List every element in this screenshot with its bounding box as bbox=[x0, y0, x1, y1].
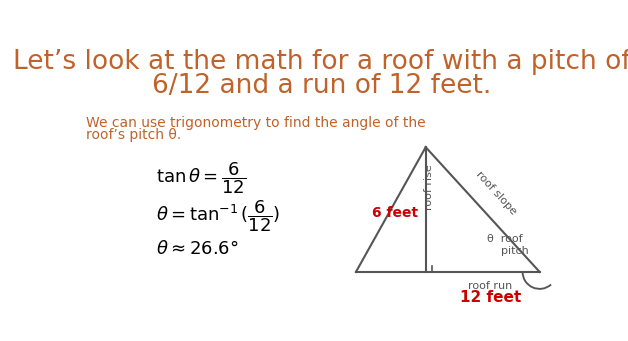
Text: 12 feet: 12 feet bbox=[460, 291, 521, 306]
Text: 6/12 and a run of 12 feet.: 6/12 and a run of 12 feet. bbox=[152, 73, 492, 99]
Text: θ  roof
    pitch: θ roof pitch bbox=[487, 234, 529, 256]
Text: We can use trigonometry to find the angle of the: We can use trigonometry to find the angl… bbox=[86, 116, 426, 130]
Text: $\tan\theta = \dfrac{6}{12}$: $\tan\theta = \dfrac{6}{12}$ bbox=[156, 160, 246, 196]
Text: roof’s pitch θ.: roof’s pitch θ. bbox=[86, 128, 181, 142]
Text: Let’s look at the math for a roof with a pitch of: Let’s look at the math for a roof with a… bbox=[13, 49, 628, 75]
Text: $\theta = \tan^{-1}(\dfrac{6}{12})$: $\theta = \tan^{-1}(\dfrac{6}{12})$ bbox=[156, 199, 281, 234]
Text: 6 feet: 6 feet bbox=[372, 206, 418, 220]
Text: roof slope: roof slope bbox=[475, 169, 519, 216]
Text: roof run: roof run bbox=[468, 281, 512, 291]
Text: roof rise: roof rise bbox=[424, 164, 434, 210]
Text: $\theta \approx 26.6°$: $\theta \approx 26.6°$ bbox=[156, 240, 239, 257]
